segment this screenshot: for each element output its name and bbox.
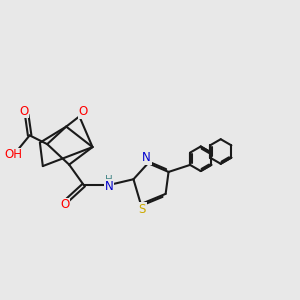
Text: O: O bbox=[60, 198, 69, 211]
Text: H: H bbox=[105, 175, 113, 185]
Text: O: O bbox=[19, 105, 28, 118]
Text: O: O bbox=[78, 106, 88, 118]
Text: N: N bbox=[105, 180, 114, 193]
Text: N: N bbox=[142, 152, 151, 164]
Text: S: S bbox=[139, 203, 146, 216]
Text: OH: OH bbox=[4, 148, 22, 161]
